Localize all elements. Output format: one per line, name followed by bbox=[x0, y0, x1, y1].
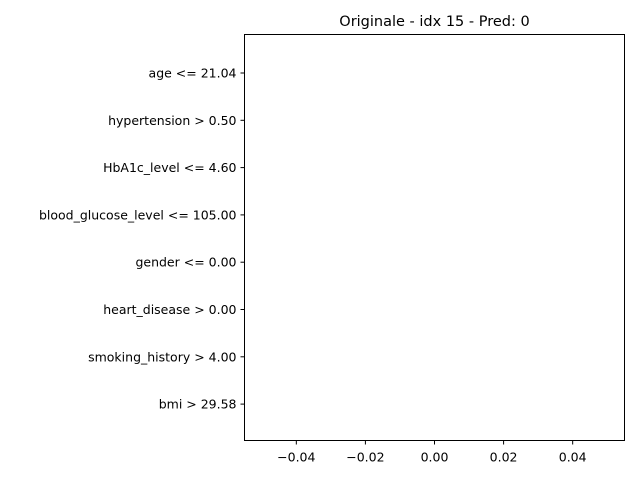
x-tick-label: −0.04 bbox=[277, 450, 315, 465]
y-tick-label: age <= 21.04 bbox=[149, 66, 237, 81]
x-tick-label: 0.02 bbox=[490, 450, 518, 465]
y-tick-label: HbA1c_level <= 4.60 bbox=[103, 160, 236, 175]
plot-frame bbox=[244, 34, 625, 441]
y-axis: age <= 21.04 hypertension > 0.50 HbA1c_lev… bbox=[39, 66, 245, 412]
y-tick-label: gender <= 0.00 bbox=[135, 255, 236, 270]
y-tick-label: bmi > 29.58 bbox=[159, 397, 237, 412]
x-tick-label: 0.00 bbox=[421, 450, 449, 465]
y-tick-label: smoking_history > 4.00 bbox=[88, 349, 236, 364]
y-tick-label: heart_disease > 0.00 bbox=[103, 302, 236, 317]
x-axis: −0.04 −0.02 0.00 0.02 0.04 bbox=[277, 440, 587, 465]
chart-title: Originale - idx 15 - Pred: 0 bbox=[339, 14, 529, 30]
x-tick-label: −0.02 bbox=[346, 450, 384, 465]
x-tick-label: 0.04 bbox=[559, 450, 587, 465]
y-tick-label: hypertension > 0.50 bbox=[108, 113, 236, 128]
y-tick-label: blood_glucose_level <= 105.00 bbox=[39, 207, 237, 222]
